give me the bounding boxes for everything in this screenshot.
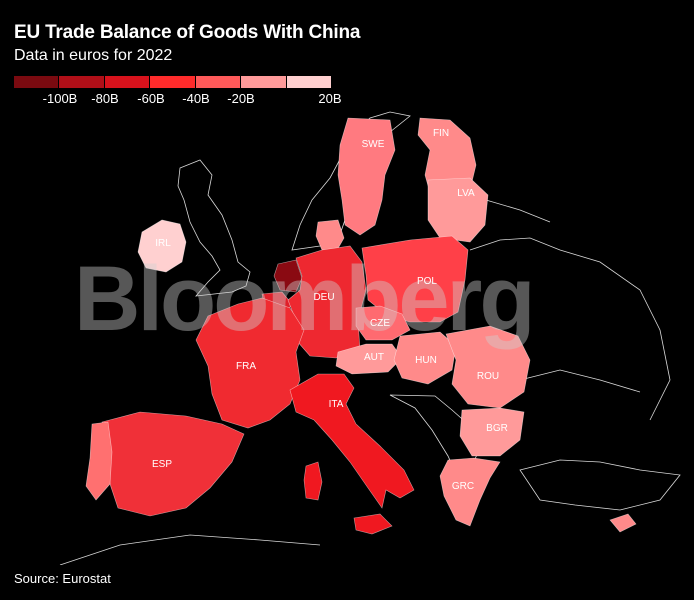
- label-grc: GRC: [452, 481, 474, 492]
- north-africa-outline: [59, 534, 321, 565]
- country-ita: [289, 373, 415, 509]
- label-lva: LVA: [457, 188, 475, 199]
- country-bgr: [459, 407, 525, 457]
- country-deu: [287, 245, 367, 359]
- legend-swatch-1: [14, 76, 60, 88]
- country-ita-sardinia: [303, 461, 323, 501]
- legend-swatch-2: [59, 76, 105, 88]
- label-pol: POL: [417, 276, 437, 287]
- legend-label-minus-20b: -20B: [227, 91, 255, 106]
- norway-outline: [291, 111, 411, 251]
- country-prt: [85, 421, 113, 501]
- legend-labels: -100B -80B -60B -40B -20B 20B: [14, 91, 342, 109]
- country-rou: [445, 325, 531, 409]
- country-esp: [101, 411, 245, 517]
- country-cyp: [609, 513, 637, 533]
- country-nld: [273, 259, 303, 293]
- label-deu: DEU: [313, 292, 334, 303]
- label-irl: IRL: [155, 238, 171, 249]
- country-aut: [335, 343, 403, 375]
- legend-swatch-5: [195, 76, 242, 88]
- europe-map: Bloomberg SWE FIN LVA IRL DEU POL CZE AU…: [59, 111, 681, 565]
- eastern-border-outline: [469, 199, 671, 421]
- label-aut: AUT: [364, 352, 384, 363]
- label-esp: ESP: [152, 459, 172, 470]
- country-swe: [337, 117, 396, 236]
- bloomberg-watermark: Bloomberg: [74, 248, 533, 350]
- label-bgr: BGR: [486, 423, 508, 434]
- legend-swatch-6: [241, 76, 287, 88]
- country-hun: [393, 331, 457, 385]
- uk-outline: [177, 159, 251, 297]
- legend-label-minus-60b: -60B: [137, 91, 165, 106]
- legend-label-20b: 20B: [318, 91, 342, 106]
- country-ita-sicily: [353, 513, 393, 535]
- source-note: Source: Eurostat: [14, 571, 111, 586]
- country-fra: [195, 297, 305, 429]
- country-cze: [355, 305, 411, 341]
- label-cze: CZE: [370, 318, 390, 329]
- country-grc: [439, 457, 501, 527]
- legend-swatch-4: [150, 76, 196, 88]
- legend-label-minus-40b: -40B: [182, 91, 210, 106]
- country-irl: [137, 219, 187, 273]
- legend-label-minus-100b: -100B: [42, 91, 78, 106]
- country-lva: [427, 177, 489, 243]
- label-ita: ITA: [329, 399, 344, 410]
- label-hun: HUN: [415, 355, 437, 366]
- color-legend: -100B -80B -60B -40B -20B 20B: [14, 76, 342, 110]
- label-rou: ROU: [477, 371, 499, 382]
- turkey-outline: [519, 459, 681, 511]
- label-swe: SWE: [362, 139, 385, 150]
- label-fin: FIN: [433, 128, 449, 139]
- chart-subtitle: Data in euros for 2022: [14, 47, 173, 64]
- legend-swatch-3: [104, 76, 151, 88]
- legend-bar: [14, 76, 332, 88]
- chart-title: EU Trade Balance of Goods With China: [14, 22, 361, 43]
- legend-label-minus-80b: -80B: [91, 91, 119, 106]
- country-pol: [361, 235, 469, 323]
- label-fra: FRA: [236, 361, 256, 372]
- legend-swatch-7: [286, 76, 332, 88]
